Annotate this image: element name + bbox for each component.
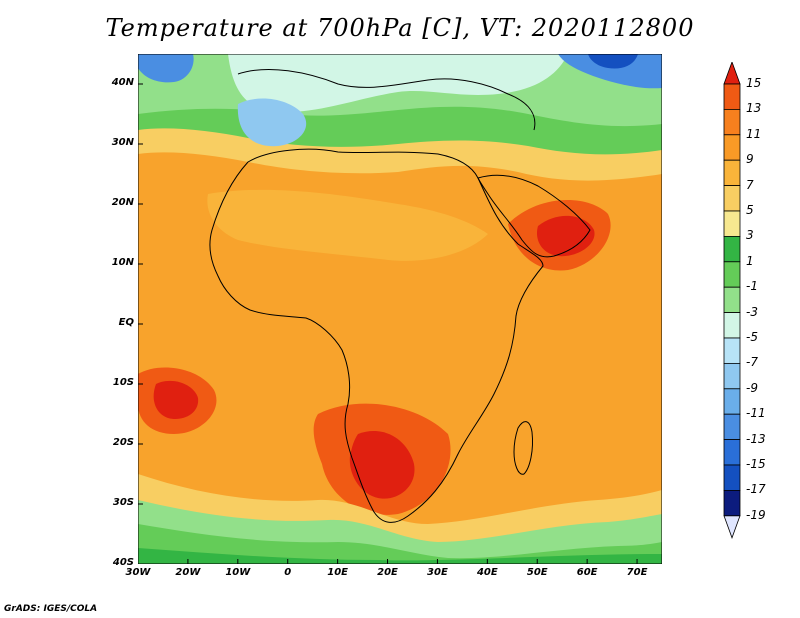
field-band-3c-south bbox=[138, 548, 662, 564]
lat-label: EQ bbox=[118, 317, 134, 328]
colorbar-label: -13 bbox=[746, 431, 766, 446]
lat-label: 10S bbox=[112, 377, 134, 388]
colorbar-label: -17 bbox=[746, 482, 766, 497]
lon-label: 40E bbox=[476, 567, 498, 578]
field-hot-core-southern-africa bbox=[349, 430, 415, 499]
colorbar-label: 15 bbox=[746, 76, 762, 90]
colorbar-swatch bbox=[723, 388, 741, 415]
colorbar-label: 11 bbox=[746, 126, 762, 141]
latitude-ticks bbox=[138, 83, 143, 564]
colorbar-swatches bbox=[723, 60, 741, 539]
colorbar-label: 5 bbox=[746, 203, 754, 217]
lat-label: 10N bbox=[111, 257, 134, 268]
colorbar-swatch bbox=[723, 312, 741, 339]
madagascar-coastline bbox=[513, 421, 533, 475]
colorbar-bottom-arrow bbox=[723, 515, 741, 539]
colorbar-swatch bbox=[723, 235, 741, 263]
colorbar-label: -5 bbox=[746, 330, 758, 344]
lat-label: 40S bbox=[112, 557, 134, 568]
colorbar-swatch bbox=[723, 286, 741, 313]
colorbar-swatch bbox=[723, 109, 741, 136]
colorbar-label: -15 bbox=[746, 457, 766, 471]
field-cold-cell-northwest bbox=[138, 54, 194, 83]
colorbar: 15 13 11 9 7 5 3 1 -1 -3 -5 -7 -9 -11 -13 -15 -17 -19 bbox=[722, 60, 792, 562]
colorbar-label: -7 bbox=[746, 355, 758, 370]
arabia-coastline bbox=[477, 174, 591, 258]
footer-credit: GrADS: IGES/COLA bbox=[4, 604, 98, 614]
colorbar-label: -3 bbox=[746, 304, 758, 319]
field-cold-cell-northeast bbox=[558, 54, 662, 89]
field-hot-core-arabia bbox=[536, 215, 595, 257]
temperature-map bbox=[138, 54, 662, 564]
colorbar-swatch bbox=[723, 362, 741, 390]
map-title: Temperature at 700hPa [C], VT: 202011280… bbox=[105, 14, 695, 42]
africa-coastline bbox=[209, 148, 544, 523]
lon-label: 30E bbox=[427, 567, 448, 578]
colorbar-label: 7 bbox=[746, 177, 754, 192]
lon-label: 0 bbox=[284, 567, 292, 578]
lon-label: 20W bbox=[175, 567, 201, 578]
field-cold-core-northeast bbox=[588, 54, 638, 69]
colorbar-swatch bbox=[723, 489, 741, 517]
lat-label: 30S bbox=[112, 497, 134, 508]
lat-label: 20S bbox=[112, 437, 134, 448]
lon-label: 30W bbox=[125, 567, 151, 578]
colorbar-label: 3 bbox=[746, 228, 754, 243]
colorbar-label: 9 bbox=[746, 152, 754, 167]
lat-label: 20N bbox=[111, 197, 134, 208]
colorbar-swatch bbox=[723, 83, 741, 110]
colorbar-swatch bbox=[723, 159, 741, 186]
colorbar-swatch bbox=[723, 134, 741, 161]
lon-label: 10W bbox=[225, 567, 251, 578]
field-band-1c-south bbox=[138, 524, 662, 564]
map-panel bbox=[138, 54, 662, 564]
colorbar-label: 13 bbox=[746, 101, 762, 116]
lat-label: 40N bbox=[111, 77, 134, 88]
colorbar-label: -19 bbox=[746, 507, 766, 522]
colorbar-top-arrow bbox=[723, 60, 741, 85]
colorbar-label: -11 bbox=[746, 406, 766, 421]
colorbar-label: 1 bbox=[746, 253, 754, 268]
field-cold-cell-algeria bbox=[237, 98, 307, 147]
field-warm-sahel bbox=[207, 189, 488, 261]
lat-label: 30N bbox=[111, 137, 134, 148]
colorbar-swatch bbox=[723, 439, 741, 466]
colorbar-swatch bbox=[723, 210, 741, 237]
mediterranean-coastline bbox=[237, 69, 536, 131]
colorbar-swatch bbox=[723, 464, 741, 491]
colorbar-swatch bbox=[723, 185, 741, 212]
lon-label: 50E bbox=[526, 567, 548, 578]
lon-label: 60E bbox=[576, 567, 598, 578]
lon-label: 70E bbox=[626, 567, 648, 578]
colorbar-label: -9 bbox=[746, 380, 758, 395]
field-band-minus3c bbox=[228, 54, 568, 113]
field-hot-core-south-atlantic bbox=[153, 380, 199, 420]
colorbar-swatch bbox=[723, 337, 741, 364]
lon-label: 10E bbox=[327, 567, 348, 578]
lon-label: 20E bbox=[377, 567, 398, 578]
longitude-ticks bbox=[138, 559, 638, 564]
colorbar-swatch bbox=[723, 261, 741, 288]
colorbar-swatch bbox=[723, 413, 741, 441]
colorbar-label: -1 bbox=[746, 279, 758, 294]
